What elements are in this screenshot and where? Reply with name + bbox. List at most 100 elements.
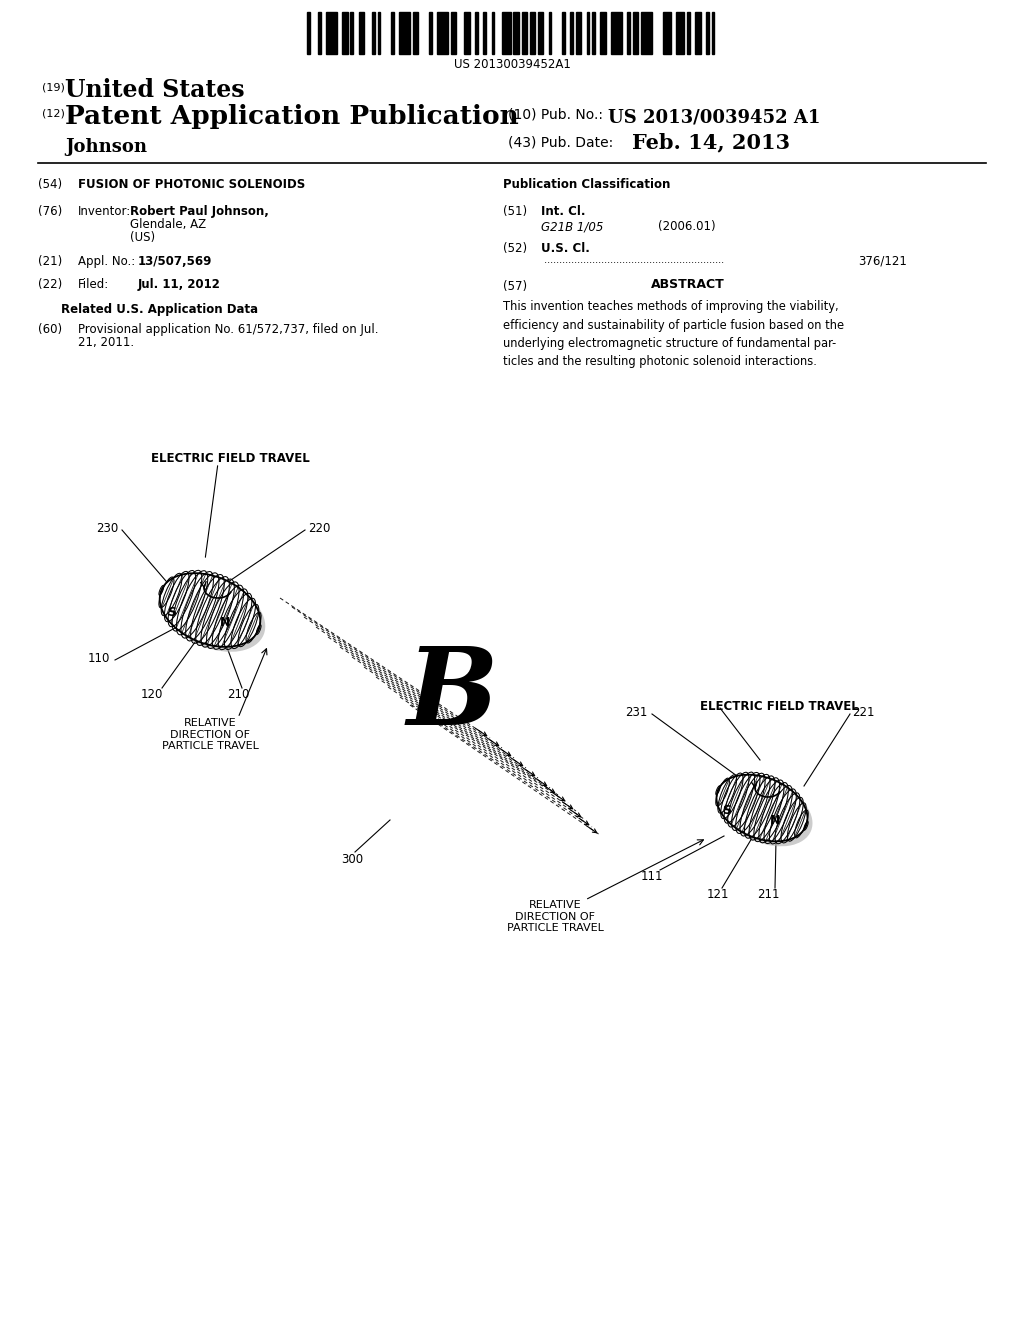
Bar	[549, 12, 551, 54]
Bar	[451, 12, 457, 54]
Text: B: B	[407, 642, 498, 748]
Bar	[413, 12, 419, 54]
Text: ELECTRIC FIELD TRAVEL: ELECTRIC FIELD TRAVEL	[700, 700, 859, 713]
Text: This invention teaches methods of improving the viability,
efficiency and sustai: This invention teaches methods of improv…	[503, 300, 844, 368]
Text: US 20130039452A1: US 20130039452A1	[454, 58, 570, 71]
Bar	[475, 12, 478, 54]
Bar	[592, 12, 595, 54]
Text: Related U.S. Application Data: Related U.S. Application Data	[61, 304, 259, 315]
Text: ELECTRIC FIELD TRAVEL: ELECTRIC FIELD TRAVEL	[151, 451, 309, 465]
Bar	[575, 12, 582, 54]
Text: U.S. Cl.: U.S. Cl.	[541, 242, 590, 255]
Bar	[521, 12, 527, 54]
Text: Feb. 14, 2013: Feb. 14, 2013	[632, 132, 791, 152]
Text: US 2013/0039452 A1: US 2013/0039452 A1	[608, 108, 820, 125]
Bar	[587, 12, 590, 54]
Bar	[570, 12, 573, 54]
Bar	[437, 12, 449, 54]
Text: 230: 230	[96, 521, 118, 535]
Text: G21B 1/05: G21B 1/05	[541, 220, 603, 234]
Text: Filed:: Filed:	[78, 279, 110, 290]
Bar	[358, 12, 364, 54]
Text: S: S	[168, 606, 176, 619]
Text: United States: United States	[65, 78, 245, 102]
Text: (51): (51)	[503, 205, 527, 218]
Text: (10) Pub. No.:: (10) Pub. No.:	[508, 108, 603, 121]
Text: Jul. 11, 2012: Jul. 11, 2012	[138, 279, 221, 290]
Text: 120: 120	[141, 688, 163, 701]
Text: ............................................................: ........................................…	[541, 255, 724, 265]
Text: (54): (54)	[38, 178, 62, 191]
Text: 231: 231	[626, 705, 648, 718]
Bar	[326, 12, 337, 54]
Bar	[307, 12, 309, 54]
Bar	[317, 12, 321, 54]
Bar	[633, 12, 638, 54]
Text: (2006.01): (2006.01)	[658, 220, 716, 234]
Bar	[611, 12, 622, 54]
Bar	[372, 12, 375, 54]
Text: 13/507,569: 13/507,569	[138, 255, 212, 268]
Text: (76): (76)	[38, 205, 62, 218]
Bar	[391, 12, 394, 54]
Bar	[399, 12, 411, 54]
Bar	[562, 12, 565, 54]
Bar	[429, 12, 432, 54]
Bar	[492, 12, 495, 54]
Text: (52): (52)	[503, 242, 527, 255]
Text: N: N	[220, 615, 230, 628]
Text: ABSTRACT: ABSTRACT	[651, 279, 725, 290]
Bar	[503, 12, 511, 54]
Text: RELATIVE
DIRECTION OF
PARTICLE TRAVEL: RELATIVE DIRECTION OF PARTICLE TRAVEL	[162, 718, 258, 751]
Bar	[712, 12, 715, 54]
Text: RELATIVE
DIRECTION OF
PARTICLE TRAVEL: RELATIVE DIRECTION OF PARTICLE TRAVEL	[507, 900, 603, 933]
Text: Inventor:: Inventor:	[78, 205, 131, 218]
Bar	[529, 12, 536, 54]
Bar	[513, 12, 519, 54]
Text: 221: 221	[852, 705, 874, 718]
Text: FUSION OF PHOTONIC SOLENOIDS: FUSION OF PHOTONIC SOLENOIDS	[78, 178, 305, 191]
Text: (60): (60)	[38, 323, 62, 337]
Bar	[641, 12, 652, 54]
Bar	[342, 12, 348, 54]
Text: Publication Classification: Publication Classification	[503, 178, 671, 191]
Bar	[663, 12, 671, 54]
Text: 121: 121	[707, 888, 729, 902]
Ellipse shape	[722, 780, 812, 846]
Text: S: S	[723, 804, 731, 817]
Text: Robert Paul Johnson,: Robert Paul Johnson,	[130, 205, 269, 218]
Text: 300: 300	[341, 853, 364, 866]
Bar	[628, 12, 630, 54]
Ellipse shape	[165, 578, 265, 652]
Text: Appl. No.:: Appl. No.:	[78, 255, 135, 268]
Bar	[483, 12, 486, 54]
Bar	[600, 12, 605, 54]
Bar	[695, 12, 700, 54]
Text: (57): (57)	[503, 280, 527, 293]
Text: Provisional application No. 61/572,737, filed on Jul.: Provisional application No. 61/572,737, …	[78, 323, 379, 337]
Text: 21, 2011.: 21, 2011.	[78, 337, 134, 348]
Bar	[465, 12, 470, 54]
Text: Glendale, AZ: Glendale, AZ	[130, 218, 206, 231]
Text: 110: 110	[88, 652, 110, 664]
Text: Johnson: Johnson	[65, 139, 147, 156]
Bar	[676, 12, 684, 54]
Text: 111: 111	[641, 870, 664, 883]
Text: (43) Pub. Date:: (43) Pub. Date:	[508, 135, 613, 149]
Ellipse shape	[160, 573, 260, 647]
Bar	[538, 12, 543, 54]
Text: Patent Application Publication: Patent Application Publication	[65, 104, 519, 129]
Text: (21): (21)	[38, 255, 62, 268]
Ellipse shape	[717, 775, 808, 841]
Text: 210: 210	[226, 688, 249, 701]
Text: N: N	[770, 813, 780, 826]
Text: (22): (22)	[38, 279, 62, 290]
Text: (19): (19)	[42, 83, 65, 92]
Text: (12): (12)	[42, 108, 65, 117]
Bar	[350, 12, 353, 54]
Text: 211: 211	[757, 888, 779, 902]
Text: 220: 220	[308, 521, 331, 535]
Bar	[707, 12, 709, 54]
Text: (US): (US)	[130, 231, 155, 244]
Bar	[378, 12, 380, 54]
